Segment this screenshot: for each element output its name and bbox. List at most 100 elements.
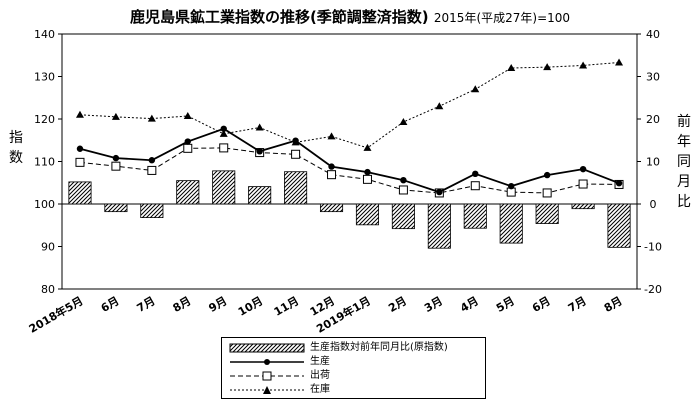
point-production — [184, 138, 191, 145]
point-inventory — [219, 129, 228, 137]
point-shipment — [398, 185, 408, 195]
point-inventory — [75, 110, 84, 118]
point-inventory — [327, 132, 336, 140]
legend-entry-production: 生産 — [228, 355, 483, 369]
point-production — [579, 165, 587, 173]
line-inventory — [79, 61, 620, 149]
point-inventory — [543, 63, 552, 71]
legend-swatch-shipment — [230, 371, 304, 381]
bar-yoy — [284, 171, 308, 205]
legend-swatch-bar — [229, 343, 305, 353]
left-tick-label: 100 — [34, 198, 55, 211]
right-tick-label: 40 — [646, 28, 660, 41]
point-inventory — [111, 112, 120, 120]
legend-label-inventory: 在庫 — [310, 384, 330, 395]
category-label: 2月 — [386, 294, 409, 315]
legend-label-shipment: 出荷 — [310, 370, 330, 381]
point-inventory — [471, 85, 480, 93]
point-shipment — [542, 188, 552, 198]
left-tick-label: 90 — [41, 241, 55, 254]
chart-subtitle: 2015年(平成27年)=100 — [433, 11, 571, 25]
bar-yoy — [104, 203, 128, 213]
point-inventory — [183, 112, 192, 120]
point-production — [148, 157, 156, 164]
line-production — [79, 127, 620, 194]
point-inventory — [435, 102, 444, 110]
right-tick-label: 0 — [650, 198, 657, 211]
bar-yoy — [355, 203, 380, 226]
bar-yoy — [427, 203, 451, 249]
point-production — [112, 154, 120, 162]
category-label: 2018年5月 — [26, 293, 85, 335]
bar-yoy — [571, 203, 595, 210]
right-tick-label: 10 — [646, 156, 660, 169]
category-label: 8月 — [171, 294, 194, 315]
legend: 生産指数対前年同月比(原指数) 生産 出荷 在庫 — [221, 337, 486, 399]
category-label: 10月 — [236, 294, 265, 318]
right-axis-label: 前年同月比 — [677, 114, 691, 210]
left-tick-label: 80 — [41, 283, 55, 296]
point-inventory — [363, 143, 372, 151]
category-label: 7月 — [135, 294, 158, 315]
category-label: 6月 — [530, 294, 553, 315]
point-shipment — [578, 179, 588, 189]
right-tick-label: 20 — [646, 113, 660, 126]
bar-yoy — [176, 180, 200, 205]
bar-yoy — [248, 186, 272, 205]
point-production — [615, 179, 623, 187]
point-production — [328, 163, 335, 170]
point-shipment — [470, 181, 480, 191]
point-inventory — [147, 114, 156, 122]
category-label: 5月 — [494, 294, 517, 315]
point-inventory — [255, 123, 264, 131]
line-shipment — [79, 147, 620, 194]
point-shipment — [147, 165, 157, 175]
category-label: 8月 — [602, 294, 625, 315]
right-tick-label: 30 — [646, 71, 660, 84]
legend-entry-bar: 生産指数対前年同月比(原指数) — [228, 341, 483, 355]
category-label: 7月 — [566, 294, 589, 315]
point-shipment — [75, 157, 85, 167]
point-shipment — [362, 174, 372, 184]
legend-label-bar: 生産指数対前年同月比(原指数) — [310, 342, 448, 353]
left-tick-label: 130 — [34, 71, 55, 84]
bar-yoy — [68, 181, 92, 205]
legend-swatch-inventory — [230, 386, 304, 394]
left-axis-label: 指数 — [9, 130, 23, 166]
legend-entry-shipment: 出荷 — [228, 369, 483, 383]
bar-yoy — [463, 203, 487, 229]
bar-yoy — [212, 170, 236, 205]
point-production — [292, 137, 299, 144]
bar-yoy — [535, 203, 559, 224]
chart-title: 鹿児島県鉱工業指数の推移(季節調整済指数) 2015年(平成27年)=100 — [0, 6, 700, 27]
category-label: 9月 — [207, 294, 230, 315]
point-shipment — [327, 170, 337, 180]
point-production — [76, 145, 84, 152]
bar-yoy — [140, 203, 164, 218]
point-inventory — [507, 64, 516, 71]
category-label: 6月 — [99, 294, 122, 315]
point-inventory — [399, 117, 408, 125]
left-tick-label: 120 — [34, 113, 55, 126]
point-production — [508, 182, 515, 190]
point-shipment — [219, 143, 229, 153]
bar-yoy — [319, 203, 344, 213]
category-label: 4月 — [458, 294, 481, 315]
plot-frame — [61, 33, 638, 290]
point-production — [364, 168, 371, 176]
point-inventory — [579, 61, 588, 69]
bar-yoy — [499, 203, 523, 244]
point-production — [256, 148, 263, 155]
left-tick-label: 140 — [34, 28, 55, 41]
point-shipment — [111, 161, 121, 171]
left-tick-label: 110 — [34, 156, 55, 169]
right-tick-label: -10 — [644, 241, 662, 254]
category-label: 11月 — [272, 294, 301, 318]
point-production — [400, 177, 407, 184]
point-inventory — [615, 58, 624, 66]
legend-swatch-production — [230, 359, 304, 365]
bar-yoy — [607, 203, 631, 248]
category-label: 3月 — [422, 294, 445, 315]
point-production — [472, 170, 479, 178]
